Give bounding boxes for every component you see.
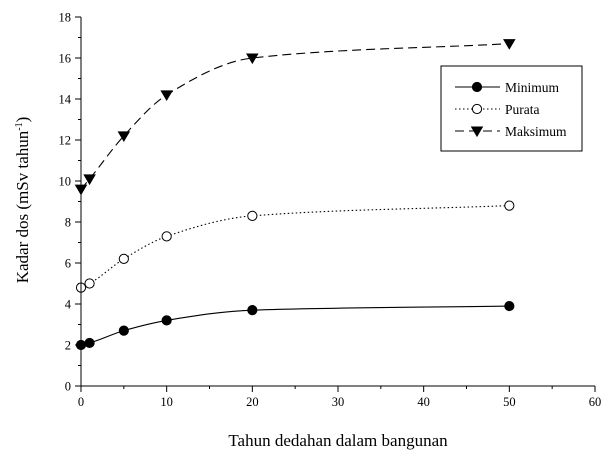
y-tick-label: 14	[59, 93, 72, 107]
y-tick-label: 6	[65, 257, 71, 271]
data-point-minimum	[504, 300, 515, 312]
data-point-maksimum	[503, 39, 516, 50]
legend-label-minimum: Minimum	[505, 80, 560, 95]
x-tick-label: 50	[503, 395, 516, 409]
x-tick-label: 60	[589, 395, 602, 409]
legend: Minimum Purata Maksimum	[440, 65, 583, 152]
x-tick-label: 10	[160, 395, 173, 409]
legend-marker-minimum	[471, 81, 483, 93]
data-point-purata	[504, 200, 515, 211]
data-point-purata	[161, 231, 172, 242]
data-point-minimum	[247, 305, 258, 316]
data-point-maksimum	[83, 174, 96, 186]
y-axis-title: Kadar dos (mSv tahun-1)	[13, 117, 32, 284]
data-point-maksimum	[117, 131, 131, 143]
data-point-minimum	[161, 315, 172, 326]
y-axis-title-main: Kadar dos (mSv tahun	[13, 130, 32, 283]
data-point-minimum	[84, 337, 95, 349]
axes	[80, 17, 595, 387]
y-tick-label: 4	[65, 298, 72, 312]
x-tick-label: 20	[246, 395, 259, 409]
data-point-maksimum	[246, 53, 259, 65]
y-axis-title-superscript: -1	[14, 122, 25, 130]
y-tick-label: 16	[59, 52, 72, 66]
legend-label-maksimum: Maksimum	[505, 124, 567, 139]
y-tick-label: 12	[59, 134, 72, 148]
y-tick-label: 18	[59, 11, 72, 25]
data-point-purata	[118, 253, 129, 264]
data-point-maksimum	[160, 90, 173, 102]
data-point-minimum	[118, 325, 129, 336]
x-tick-label: 0	[78, 395, 84, 409]
y-tick-label: 2	[65, 339, 71, 353]
legend-marker-purata	[471, 103, 483, 115]
data-point-purata	[84, 278, 95, 289]
y-tick-label: 8	[65, 216, 71, 230]
x-axis-title: Tahun dedahan dalam bangunan	[228, 431, 448, 450]
series-line-purata	[80, 205, 510, 289]
x-tick-label: 30	[332, 395, 345, 409]
legend-label-purata: Purata	[505, 102, 540, 117]
data-point-purata	[247, 210, 258, 221]
series-line-minimum	[80, 305, 510, 346]
y-tick-label: 10	[59, 175, 72, 189]
y-axis-title-close: )	[13, 117, 32, 123]
legend-marker-maksimum	[470, 126, 484, 138]
x-tick-label: 40	[417, 395, 430, 409]
y-tick-label: 0	[65, 380, 71, 394]
